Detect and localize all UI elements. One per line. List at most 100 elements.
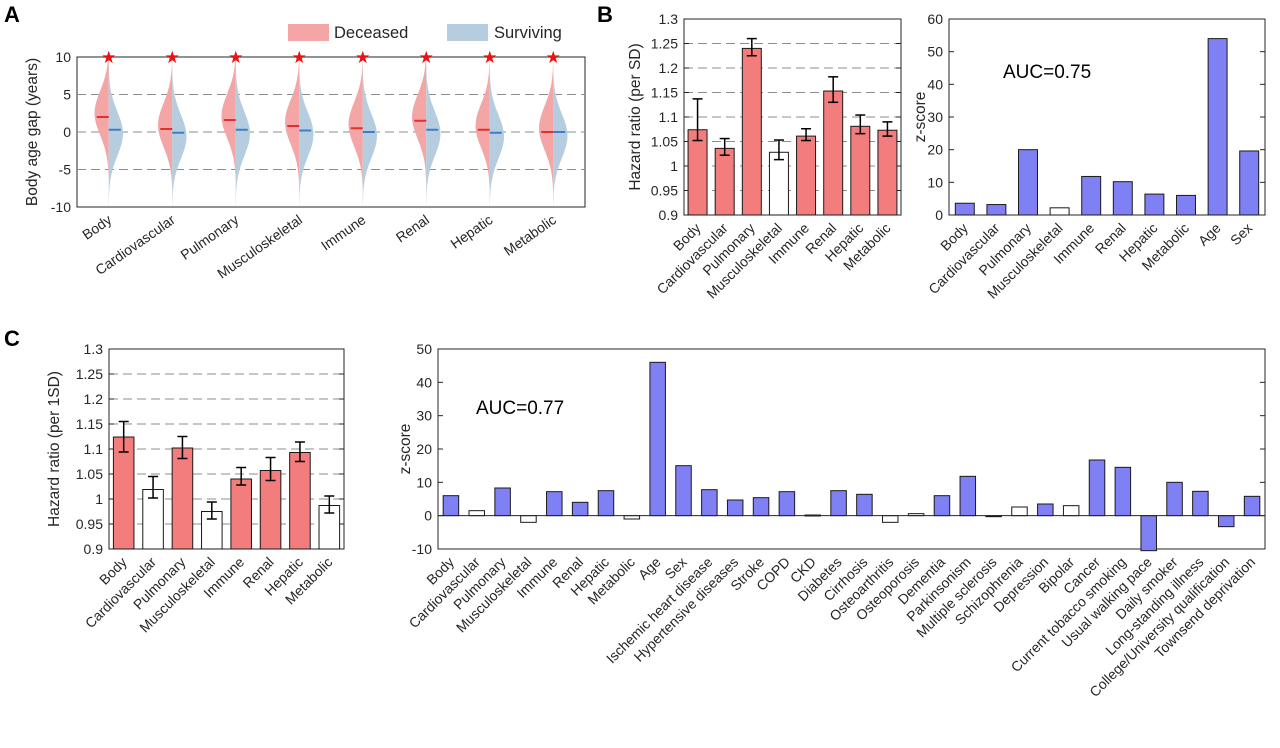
y-tick-label: 1.25 bbox=[651, 36, 678, 52]
panel-a-label: A bbox=[4, 2, 20, 27]
bar bbox=[959, 475, 977, 517]
bar bbox=[877, 129, 898, 216]
panel-c-hazard-chart: C 0.9 0.95 1 1.05 1.1 1.15 1.2 1.25 1.3 Hazard ra… bbox=[4, 326, 345, 636]
significance-star: ★ bbox=[292, 48, 307, 68]
violin-deceased bbox=[285, 57, 300, 207]
bar bbox=[1088, 459, 1106, 517]
bar bbox=[1011, 506, 1028, 517]
bar bbox=[494, 487, 511, 517]
y-axis-label: Hazard ratio (per SD) bbox=[627, 43, 644, 190]
y-tick-label: 1 bbox=[670, 158, 678, 174]
bar bbox=[520, 515, 537, 523]
violin-surviving bbox=[108, 57, 123, 207]
bar bbox=[850, 125, 871, 216]
bar bbox=[597, 490, 615, 517]
y-tick-label: 50 bbox=[927, 44, 943, 60]
y-tick-label: 0.95 bbox=[76, 516, 103, 532]
y-tick-label: 1.1 bbox=[659, 109, 679, 125]
y-tick-label: 1.05 bbox=[651, 134, 678, 150]
y-tick-label: 0 bbox=[424, 508, 432, 524]
legend-swatch-surviving bbox=[447, 24, 488, 41]
bar bbox=[112, 436, 135, 550]
bar bbox=[171, 447, 194, 550]
violin-deceased bbox=[348, 57, 363, 207]
x-tick-label: Age bbox=[635, 554, 664, 583]
violin-surviving bbox=[299, 57, 314, 207]
bar bbox=[687, 129, 708, 216]
y-tick-label: 60 bbox=[927, 11, 943, 27]
y-tick-label: 1.05 bbox=[76, 466, 103, 482]
x-tick-label: Body bbox=[79, 211, 114, 242]
panel-b-hazard-chart: B 0.9 0.95 1 1.05 1.1 1.15 1.2 1.25 1.3 Hazard ra… bbox=[597, 2, 902, 302]
bar bbox=[259, 470, 282, 550]
bar bbox=[986, 204, 1007, 216]
y-axis-label: Hazard ratio (per 1SD) bbox=[46, 371, 63, 527]
violin-surviving bbox=[426, 57, 441, 207]
auc-annotation: AUC=0.75 bbox=[1003, 62, 1091, 83]
bar bbox=[933, 495, 951, 517]
y-tick-label: -10 bbox=[51, 199, 71, 215]
x-tick-label: Immune bbox=[318, 211, 369, 253]
bar bbox=[823, 90, 844, 216]
y-tick-label: 40 bbox=[416, 374, 432, 390]
bar bbox=[1081, 175, 1102, 216]
y-tick-label: 5 bbox=[63, 87, 71, 103]
y-tick-label: 20 bbox=[416, 441, 432, 457]
bar bbox=[468, 510, 486, 517]
bar bbox=[1207, 38, 1228, 216]
y-tick-label: 1.15 bbox=[76, 416, 103, 432]
bar bbox=[752, 497, 770, 517]
y-tick-label: 10 bbox=[927, 174, 943, 190]
y-tick-label: 1.1 bbox=[84, 441, 104, 457]
y-tick-label: -10 bbox=[412, 541, 432, 557]
y-tick-label: 10 bbox=[55, 49, 71, 65]
auc-annotation: AUC=0.77 bbox=[476, 398, 564, 419]
y-axis-label: z-score bbox=[912, 92, 929, 143]
y-tick-label: 1.2 bbox=[659, 60, 679, 76]
y-tick-label: 30 bbox=[927, 109, 943, 125]
bar bbox=[1112, 181, 1133, 216]
bar bbox=[741, 47, 762, 216]
y-tick-label: 1.15 bbox=[651, 85, 678, 101]
bar bbox=[778, 491, 796, 517]
significance-star: ★ bbox=[546, 48, 561, 68]
violin-deceased bbox=[412, 57, 427, 207]
bar bbox=[1176, 194, 1196, 216]
bar bbox=[1018, 149, 1038, 216]
y-tick-label: 0 bbox=[935, 207, 943, 223]
bar bbox=[796, 135, 817, 216]
significance-star: ★ bbox=[101, 48, 116, 68]
y-tick-label: 10 bbox=[416, 474, 432, 490]
y-tick-label: 1 bbox=[95, 491, 103, 507]
bar bbox=[1049, 207, 1070, 216]
bar bbox=[571, 501, 589, 517]
bar bbox=[1192, 490, 1209, 517]
y-tick-label: 1.3 bbox=[84, 341, 104, 357]
panel-b-label: B bbox=[597, 2, 613, 27]
x-tick-label: Renal bbox=[393, 211, 432, 245]
significance-star: ★ bbox=[482, 48, 497, 68]
bar bbox=[289, 452, 311, 550]
y-tick-label: 40 bbox=[927, 76, 943, 92]
significance-star: ★ bbox=[165, 48, 180, 68]
bar bbox=[1114, 466, 1132, 517]
y-tick-label: 0.95 bbox=[651, 183, 678, 199]
bar bbox=[856, 493, 873, 517]
bar bbox=[442, 495, 460, 517]
panel-a: A -10 -5 0 5 10 Body age gap (years) ★ ★ ★ ★ ★ ★ ★ ★ D… bbox=[4, 2, 586, 282]
y-tick-label: 1.3 bbox=[659, 11, 679, 27]
bar bbox=[230, 478, 252, 550]
panel-c-label: C bbox=[4, 326, 20, 351]
bar bbox=[1140, 515, 1157, 552]
violin-deceased bbox=[475, 57, 490, 207]
y-tick-label: 50 bbox=[416, 341, 432, 357]
violin-surviving bbox=[235, 57, 250, 207]
x-tick-label: Metabolic bbox=[501, 211, 559, 258]
bar bbox=[726, 499, 744, 517]
y-tick-label: -5 bbox=[59, 162, 72, 178]
y-tick-label: 20 bbox=[927, 142, 943, 158]
violin-deceased bbox=[221, 57, 236, 207]
legend-label-surviving: Surviving bbox=[494, 24, 562, 42]
y-axis-label: Body age gap (years) bbox=[24, 58, 41, 206]
x-tick-label: Age bbox=[1195, 220, 1224, 249]
